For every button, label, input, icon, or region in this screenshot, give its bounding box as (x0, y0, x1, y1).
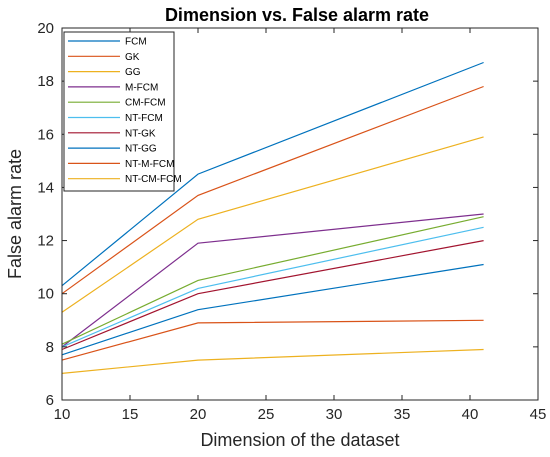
y-tick-label: 16 (37, 126, 54, 143)
y-tick-label: 6 (46, 392, 54, 409)
x-tick-label: 10 (54, 406, 71, 423)
y-tick-label: 14 (37, 179, 54, 196)
series-line-nt-fcm (61, 226, 484, 348)
series-line-nt-m-fcm (61, 319, 484, 361)
x-tick-label: 40 (462, 406, 479, 423)
legend-label: GK (125, 52, 140, 63)
legend-label: NT-FCM (125, 113, 163, 124)
legend-label: FCM (125, 37, 147, 48)
x-tick-label: 35 (394, 406, 411, 423)
series-line-nt-cm-fcm (61, 348, 484, 374)
series-line-gk (61, 85, 484, 295)
y-tick-label: 8 (46, 339, 54, 356)
legend-label: NT-M-FCM (125, 159, 174, 170)
legend-label: NT-CM-FCM (125, 174, 182, 185)
legend-label: GG (125, 67, 141, 78)
series-line-m-fcm (61, 213, 484, 348)
series-line-nt-gg (61, 263, 484, 356)
x-tick-label: 30 (326, 406, 343, 423)
y-axis-label: False alarm rate (5, 149, 25, 279)
legend-box (63, 31, 175, 192)
plot-frame (61, 27, 539, 401)
legend-label: CM-FCM (125, 98, 166, 109)
y-tick-label: 20 (37, 20, 54, 37)
series-line-nt-gk (61, 240, 484, 351)
chart-title: Dimension vs. False alarm rate (165, 5, 429, 25)
legend: FCM GK GG M-FCM CM-FCM NT-FCM NT-GK NT-GG NT-M-F… (63, 31, 182, 192)
series-line-fcm (61, 61, 484, 287)
y-tick-label: 18 (37, 73, 54, 90)
legend-label: NT-GK (125, 128, 156, 139)
series-line-cm-fcm (61, 216, 484, 345)
y-tick-label: 12 (37, 233, 54, 250)
series-layer (61, 61, 484, 374)
x-tick-label: 20 (190, 406, 207, 423)
x-tick-label: 45 (530, 406, 547, 423)
series-line-gg (61, 136, 484, 313)
x-tick-label: 15 (122, 406, 139, 423)
x-tick-label: 25 (258, 406, 275, 423)
ticks-layer: 10 15 20 25 30 35 40 45 6 8 10 12 14 16 18 20 (37, 20, 546, 423)
legend-label: M-FCM (125, 82, 158, 93)
legend-label: NT-GG (125, 144, 157, 155)
y-tick-label: 10 (37, 286, 54, 303)
x-axis-label: Dimension of the dataset (200, 430, 399, 450)
